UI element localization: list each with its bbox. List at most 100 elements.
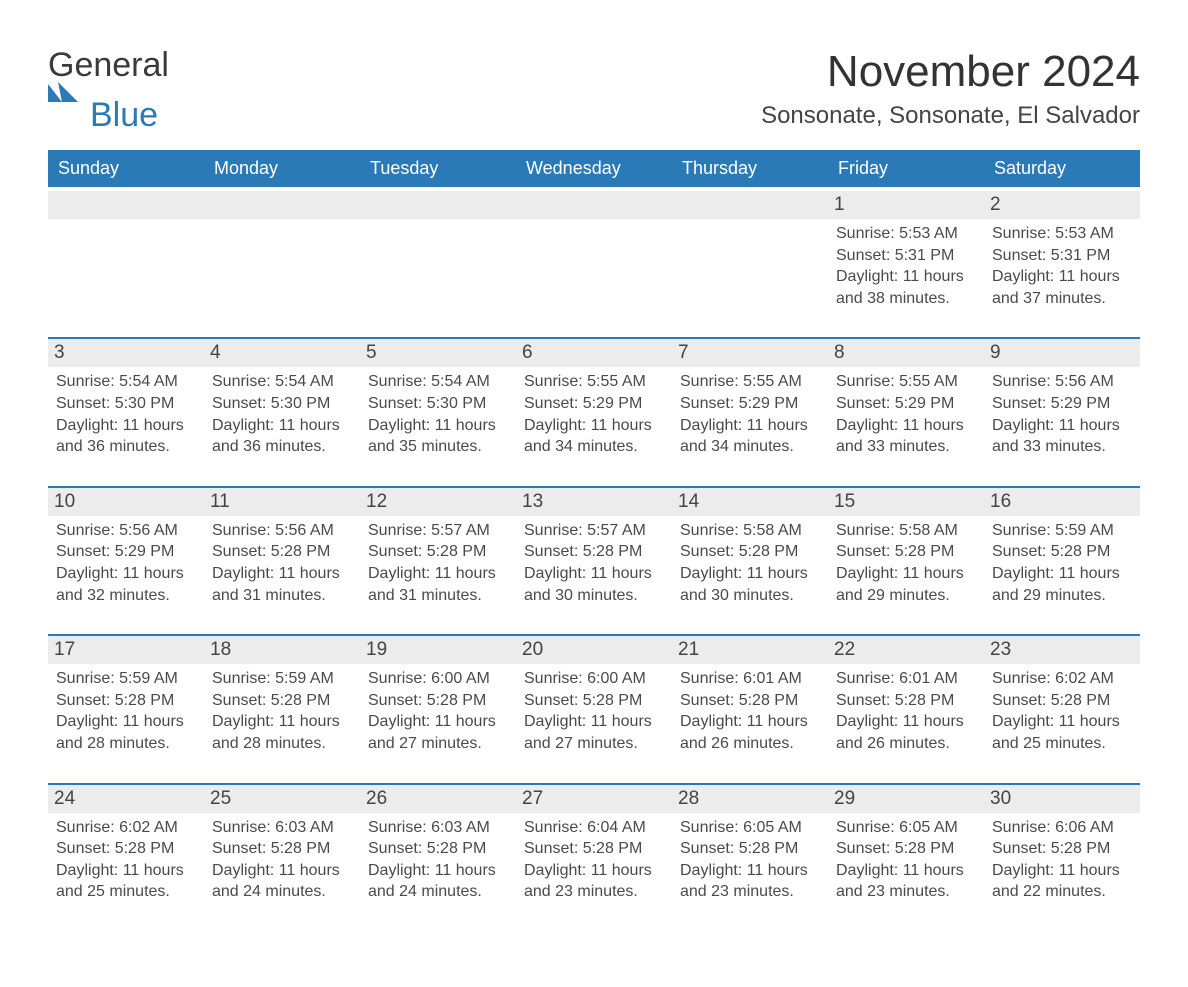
calendar-empty-cell — [672, 191, 828, 333]
day-number: 16 — [984, 486, 1140, 516]
day-detail-lines: Sunrise: 5:59 AMSunset: 5:28 PMDaylight:… — [56, 668, 196, 754]
day-number: 30 — [984, 783, 1140, 813]
brand-logo: General Blue — [48, 48, 169, 132]
calendar-day-cell: 16 Sunrise: 5:59 AMSunset: 5:28 PMDayligh… — [984, 486, 1140, 630]
sunrise-line: Sunrise: 5:56 AM — [992, 371, 1132, 393]
sunset-line: Sunset: 5:28 PM — [836, 690, 976, 712]
daylight-line: Daylight: 11 hours and 35 minutes. — [368, 415, 508, 458]
sunrise-line: Sunrise: 5:55 AM — [836, 371, 976, 393]
sunset-line: Sunset: 5:30 PM — [368, 393, 508, 415]
calendar-week-row: 24Sunrise: 6:02 AMSunset: 5:28 PMDayligh… — [48, 783, 1140, 927]
daylight-line: Daylight: 11 hours and 29 minutes. — [836, 563, 976, 606]
calendar-day-cell: 4Sunrise: 5:54 AMSunset: 5:30 PMDaylight… — [204, 337, 360, 481]
sunrise-line: Sunrise: 6:00 AM — [524, 668, 664, 690]
day-detail-lines: Sunrise: 5:57 AMSunset: 5:28 PMDaylight:… — [524, 520, 664, 606]
calendar-empty-cell — [360, 191, 516, 333]
day-detail-lines: Sunrise: 5:57 AMSunset: 5:28 PMDaylight:… — [368, 520, 508, 606]
day-number: 23 — [984, 634, 1140, 664]
day-number: 27 — [516, 783, 672, 813]
brand-wordmark: General Blue — [48, 48, 169, 132]
daylight-line: Daylight: 11 hours and 34 minutes. — [680, 415, 820, 458]
sunrise-line: Sunrise: 5:55 AM — [524, 371, 664, 393]
day-detail-lines: Sunrise: 6:00 AMSunset: 5:28 PMDaylight:… — [368, 668, 508, 754]
calendar-day-cell: 2Sunrise: 5:53 AMSunset: 5:31 PMDaylight… — [984, 191, 1140, 333]
sunset-line: Sunset: 5:28 PM — [524, 541, 664, 563]
day-number: 24 — [48, 783, 204, 813]
location-line: Sonsonate, Sonsonate, El Salvador — [761, 102, 1140, 130]
day-number: 26 — [360, 783, 516, 813]
day-number: 7 — [672, 337, 828, 367]
sunrise-line: Sunrise: 6:01 AM — [680, 668, 820, 690]
sunset-line: Sunset: 5:28 PM — [56, 838, 196, 860]
day-number: 12 — [360, 486, 516, 516]
sunrise-line: Sunrise: 6:06 AM — [992, 817, 1132, 839]
day-of-week-header-row: SundayMondayTuesdayWednesdayThursdayFrid… — [48, 150, 1140, 187]
calendar-empty-cell — [204, 191, 360, 333]
sunset-line: Sunset: 5:31 PM — [992, 245, 1132, 267]
dow-header-cell: Wednesday — [516, 150, 672, 187]
day-detail-lines: Sunrise: 5:56 AMSunset: 5:29 PMDaylight:… — [56, 520, 196, 606]
daylight-line: Daylight: 11 hours and 36 minutes. — [212, 415, 352, 458]
day-number — [672, 191, 828, 219]
day-number: 28 — [672, 783, 828, 813]
day-detail-lines: Sunrise: 5:56 AMSunset: 5:28 PMDaylight:… — [212, 520, 352, 606]
day-detail-lines: Sunrise: 6:01 AMSunset: 5:28 PMDaylight:… — [836, 668, 976, 754]
sunset-line: Sunset: 5:28 PM — [992, 690, 1132, 712]
daylight-line: Daylight: 11 hours and 28 minutes. — [212, 711, 352, 754]
daylight-line: Daylight: 11 hours and 33 minutes. — [836, 415, 976, 458]
day-number: 17 — [48, 634, 204, 664]
daylight-line: Daylight: 11 hours and 38 minutes. — [836, 266, 976, 309]
calendar-day-cell: 18Sunrise: 5:59 AMSunset: 5:28 PMDayligh… — [204, 634, 360, 778]
sunrise-line: Sunrise: 6:00 AM — [368, 668, 508, 690]
sunrise-line: Sunrise: 6:05 AM — [680, 817, 820, 839]
calendar-day-cell: 10Sunrise: 5:56 AMSunset: 5:29 PMDayligh… — [48, 486, 204, 630]
page-header: General Blue November 2024 Sonsonate, So… — [48, 48, 1140, 132]
sunrise-line: Sunrise: 5:57 AM — [524, 520, 664, 542]
sunset-line: Sunset: 5:29 PM — [524, 393, 664, 415]
day-detail-lines: Sunrise: 5:59 AMSunset: 5:28 PMDaylight:… — [992, 520, 1132, 606]
daylight-line: Daylight: 11 hours and 34 minutes. — [524, 415, 664, 458]
daylight-line: Daylight: 11 hours and 25 minutes. — [56, 860, 196, 903]
day-number: 14 — [672, 486, 828, 516]
sunset-line: Sunset: 5:28 PM — [992, 541, 1132, 563]
calendar-day-cell: 28Sunrise: 6:05 AMSunset: 5:28 PMDayligh… — [672, 783, 828, 927]
dow-header-cell: Tuesday — [360, 150, 516, 187]
daylight-line: Daylight: 11 hours and 28 minutes. — [56, 711, 196, 754]
day-number: 25 — [204, 783, 360, 813]
calendar-day-cell: 14Sunrise: 5:58 AMSunset: 5:28 PMDayligh… — [672, 486, 828, 630]
sunset-line: Sunset: 5:28 PM — [836, 838, 976, 860]
sunset-line: Sunset: 5:29 PM — [680, 393, 820, 415]
day-number: 13 — [516, 486, 672, 516]
dow-header-cell: Friday — [828, 150, 984, 187]
calendar-day-cell: 24Sunrise: 6:02 AMSunset: 5:28 PMDayligh… — [48, 783, 204, 927]
day-number: 19 — [360, 634, 516, 664]
day-number: 8 — [828, 337, 984, 367]
sunset-line: Sunset: 5:29 PM — [992, 393, 1132, 415]
sunset-line: Sunset: 5:31 PM — [836, 245, 976, 267]
calendar-day-cell: 13 Sunrise: 5:57 AMSunset: 5:28 PMDayligh… — [516, 486, 672, 630]
calendar-day-cell: 26 Sunrise: 6:03 AMSunset: 5:28 PMDayligh… — [360, 783, 516, 927]
sunrise-line: Sunrise: 6:01 AM — [836, 668, 976, 690]
day-detail-lines: Sunrise: 6:01 AMSunset: 5:28 PMDaylight:… — [680, 668, 820, 754]
sunset-line: Sunset: 5:28 PM — [212, 690, 352, 712]
day-detail-lines: Sunrise: 6:06 AMSunset: 5:28 PMDaylight:… — [992, 817, 1132, 903]
daylight-line: Daylight: 11 hours and 24 minutes. — [212, 860, 352, 903]
calendar-day-cell: 19 Sunrise: 6:00 AMSunset: 5:28 PMDayligh… — [360, 634, 516, 778]
calendar-day-cell: 22 Sunrise: 6:01 AMSunset: 5:28 PMDayligh… — [828, 634, 984, 778]
day-detail-lines: Sunrise: 6:02 AMSunset: 5:28 PMDaylight:… — [992, 668, 1132, 754]
day-number: 15 — [828, 486, 984, 516]
day-detail-lines: Sunrise: 6:03 AMSunset: 5:28 PMDaylight:… — [368, 817, 508, 903]
sunrise-line: Sunrise: 5:58 AM — [680, 520, 820, 542]
daylight-line: Daylight: 11 hours and 31 minutes. — [368, 563, 508, 606]
day-number: 11 — [204, 486, 360, 516]
daylight-line: Daylight: 11 hours and 26 minutes. — [836, 711, 976, 754]
sunset-line: Sunset: 5:28 PM — [368, 690, 508, 712]
sunset-line: Sunset: 5:28 PM — [56, 690, 196, 712]
sunset-line: Sunset: 5:29 PM — [836, 393, 976, 415]
sunset-line: Sunset: 5:28 PM — [680, 838, 820, 860]
dow-header-cell: Thursday — [672, 150, 828, 187]
day-detail-lines: Sunrise: 6:03 AMSunset: 5:28 PMDaylight:… — [212, 817, 352, 903]
calendar-day-cell: 27Sunrise: 6:04 AMSunset: 5:28 PMDayligh… — [516, 783, 672, 927]
day-detail-lines: Sunrise: 5:54 AMSunset: 5:30 PMDaylight:… — [56, 371, 196, 457]
day-number: 22 — [828, 634, 984, 664]
